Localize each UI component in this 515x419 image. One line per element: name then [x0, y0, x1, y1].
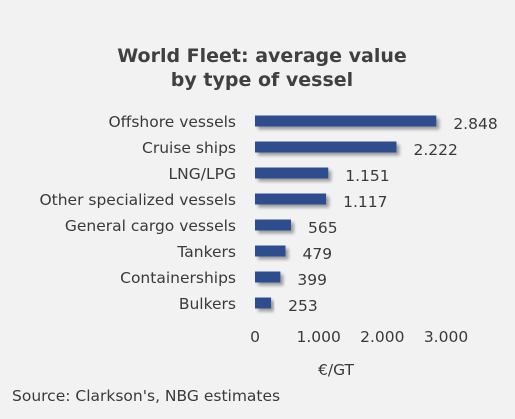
bar — [255, 219, 291, 231]
bar — [255, 141, 397, 153]
value-label: 253 — [288, 297, 318, 315]
bar — [255, 115, 437, 127]
bar — [255, 167, 329, 179]
category-label: Tankers — [176, 243, 236, 261]
chart-title-line-1: World Fleet: average value — [117, 45, 407, 67]
bar — [255, 297, 272, 309]
source-note: Source: Clarkson's, NBG estimates — [12, 387, 280, 405]
x-axis-ticks: 0 1.000 2.000 3.000 — [250, 328, 468, 346]
x-axis-label: €/GT — [318, 361, 355, 379]
bar — [255, 245, 286, 257]
category-label: General cargo vessels — [65, 217, 236, 235]
value-label: 2.222 — [413, 141, 457, 159]
value-label: 1.117 — [343, 193, 387, 211]
bars-layer: Offshore vessels 2.848 Cruise ships 2.222 LN… — [39, 113, 497, 315]
chart-title-line-2: by type of vessel — [171, 69, 353, 91]
x-tick-label: 3.000 — [424, 328, 468, 346]
category-label: Cruise ships — [142, 139, 236, 157]
bar — [255, 193, 327, 205]
x-tick-label: 0 — [250, 328, 260, 346]
x-tick-label: 2.000 — [360, 328, 404, 346]
value-label: 1.151 — [345, 167, 389, 185]
category-label: Other specialized vessels — [39, 191, 236, 209]
category-label: Bulkers — [179, 295, 236, 313]
category-label: LNG/LPG — [169, 165, 236, 183]
bar — [255, 271, 281, 283]
category-label: Containerships — [120, 269, 236, 287]
value-label: 479 — [302, 245, 332, 263]
value-label: 399 — [297, 271, 327, 289]
x-tick-label: 1.000 — [296, 328, 340, 346]
value-label: 565 — [308, 219, 338, 237]
value-label: 2.848 — [453, 115, 497, 133]
category-label: Offshore vessels — [108, 113, 236, 131]
